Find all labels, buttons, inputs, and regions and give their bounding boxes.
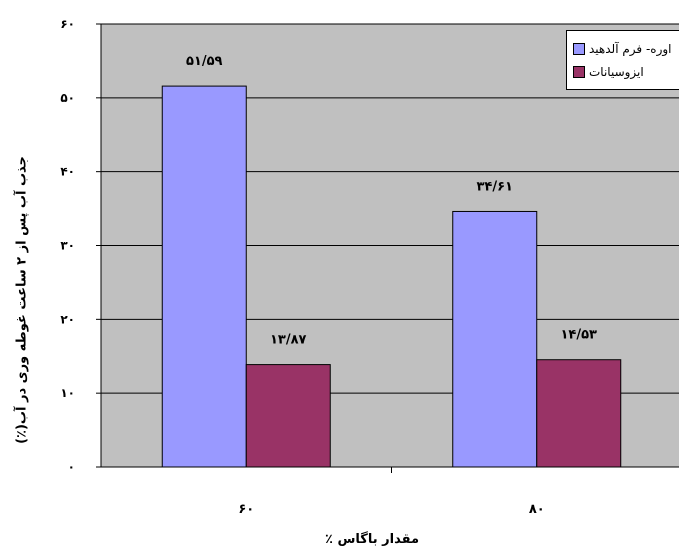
y-tick-label: ۱۰ bbox=[60, 386, 75, 400]
legend-item-urea-formaldehyde: اوره- فرم آلدهید bbox=[573, 39, 672, 59]
legend-swatch-isocyanate bbox=[573, 66, 585, 78]
y-axis-title: جذب آب پس از ۲ ساعت غوطه وری در آب(٪) bbox=[14, 156, 30, 444]
bar-urea-formaldehyde-1 bbox=[452, 210, 538, 468]
data-label-urea-formaldehyde-0: ۵۱/۵۹ bbox=[186, 54, 223, 69]
data-label-isocyanate-1: ۱۴/۵۳ bbox=[561, 328, 598, 343]
legend: اوره- فرم آلدهید ایزوسیانات bbox=[566, 30, 679, 90]
legend-label-isocyanate: ایزوسیانات bbox=[589, 65, 644, 79]
x-axis-title: مقدار باگاس ٪ bbox=[325, 532, 419, 547]
data-label-isocyanate-0: ۱۳/۸۷ bbox=[270, 333, 307, 348]
y-tick-label: ۳۰ bbox=[60, 239, 75, 253]
legend-label-urea-formaldehyde: اوره- فرم آلدهید bbox=[589, 42, 672, 56]
y-tick-label: ۲۰ bbox=[60, 312, 75, 326]
x-tick-label: ۸۰ bbox=[529, 502, 545, 517]
y-axis: ۰ ۱۰ ۲۰ ۳۰ ۴۰ ۵۰ ۶۰ bbox=[60, 17, 102, 474]
bar-isocyanate-1 bbox=[536, 359, 622, 468]
x-tick-label: ۶۰ bbox=[238, 502, 254, 517]
data-label-urea-formaldehyde-1: ۳۴/۶۱ bbox=[477, 179, 514, 194]
bar-urea-formaldehyde-0 bbox=[161, 85, 247, 468]
y-tick-label: ۴۰ bbox=[60, 165, 75, 179]
legend-item-isocyanate: ایزوسیانات bbox=[573, 62, 644, 82]
y-tick-label: ۵۰ bbox=[60, 91, 75, 105]
x-axis: ۶۰ ۸۰ bbox=[101, 466, 679, 517]
y-tick-label: ۰ bbox=[68, 460, 75, 474]
y-tick-label: ۶۰ bbox=[60, 17, 75, 31]
bar-isocyanate-0 bbox=[245, 364, 331, 468]
legend-swatch-urea-formaldehyde bbox=[573, 43, 585, 55]
data-labels: ۵۱/۵۹ ۱۳/۸۷ ۳۴/۶۱ ۱۴/۵۳ bbox=[186, 54, 597, 347]
